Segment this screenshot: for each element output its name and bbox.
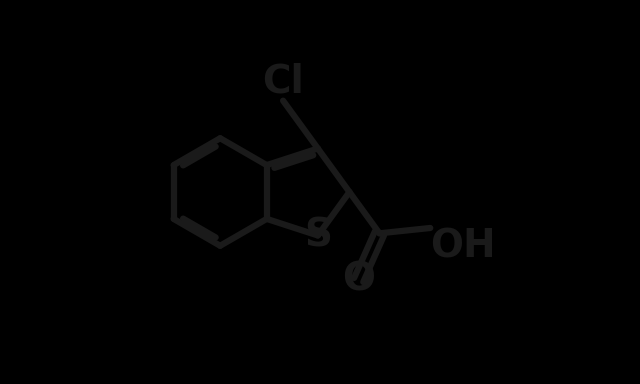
Text: OH: OH xyxy=(430,228,496,266)
Text: O: O xyxy=(342,261,375,299)
Text: Cl: Cl xyxy=(262,63,304,101)
Text: S: S xyxy=(304,217,332,255)
